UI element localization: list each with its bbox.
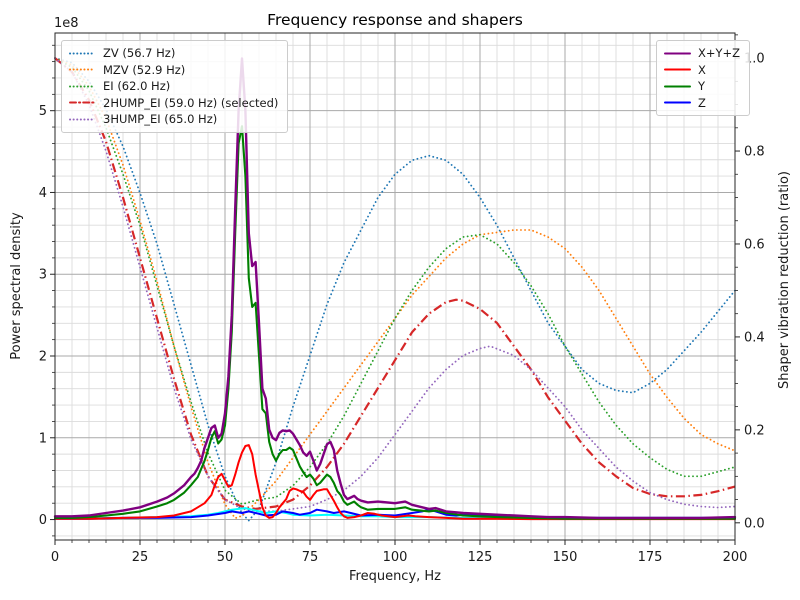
x-tick-label: 150 [553, 550, 578, 565]
y-left-tick-label: 1 [39, 431, 47, 446]
y-left-axis-label: Power spectral density [9, 212, 24, 360]
legend-line-swatch [69, 85, 96, 88]
legend-item-X+Y+Z: X+Y+Z [664, 45, 740, 62]
y-right-tick-label: 0.6 [744, 237, 765, 252]
legend-line-swatch [69, 68, 96, 71]
series-lines [53, 57, 737, 522]
legend-line-swatch [69, 101, 96, 104]
y-right-tick-label: 0.0 [744, 516, 765, 531]
series-MZV [54, 57, 736, 520]
legend-item-Y: Y [664, 78, 740, 95]
chart-title: Frequency response and shapers [267, 11, 523, 29]
y-left-tick-label: 4 [39, 186, 47, 201]
y-right-tick-label: 0.2 [744, 423, 765, 438]
x-tick-label: 75 [302, 550, 319, 565]
series-X+Y+Z [53, 57, 737, 520]
series-Y [53, 125, 737, 520]
legend-label: X+Y+Z [698, 46, 741, 61]
series-EI [54, 57, 736, 506]
y-left-tick-label: 5 [39, 104, 47, 119]
legend-label: 2HUMP_EI (59.0 Hz) (selected) [103, 95, 279, 110]
series-2HUMP_EI [54, 57, 736, 510]
legend-label: 3HUMP_EI (65.0 Hz) [103, 112, 218, 127]
legend-label: Z [698, 95, 706, 110]
y-left-offset-label: 1e8 [54, 16, 79, 31]
legend-label: ZV (56.7 Hz) [103, 46, 176, 61]
axis-tick-labels: 0 25 50 75 100 125 150 175 200 0 1 2 3 4 5 0.0 0.2 0.4 0.6… [39, 52, 765, 565]
legend-label: MZV (52.9 Hz) [103, 62, 186, 77]
legend-label: Y [698, 79, 706, 94]
legend-item-3HUMP_EI: 3HUMP_EI (65.0 Hz) [69, 111, 278, 128]
x-tick-label: 50 [217, 550, 234, 565]
series-ZV [54, 57, 736, 522]
legend-line-swatch [69, 118, 96, 121]
x-tick-label: 100 [383, 550, 408, 565]
legend-line-swatch [664, 101, 691, 104]
legend-item-ZV: ZV (56.7 Hz) [69, 45, 278, 62]
y-left-tick-label: 2 [39, 350, 47, 365]
legend-item-2HUMP_EI: 2HUMP_EI (59.0 Hz) (selected) [69, 95, 278, 112]
legend-item-MZV: MZV (52.9 Hz) [69, 62, 278, 79]
legend-label: X [698, 62, 706, 77]
y-right-tick-label: 0.8 [744, 145, 765, 160]
legend-line-swatch [664, 68, 691, 71]
series-X [54, 444, 736, 521]
legend-label: EI (62.0 Hz) [103, 79, 171, 94]
legend-item-EI: EI (62.0 Hz) [69, 78, 278, 95]
x-axis-label: Frequency, Hz [349, 569, 441, 584]
legend-item-X: X [664, 62, 740, 79]
x-tick-label: 0 [51, 550, 59, 565]
x-tick-label: 175 [638, 550, 663, 565]
x-tick-label: 25 [132, 550, 149, 565]
series-3HUMP_EI [54, 57, 736, 513]
y-right-axis-label: Shaper vibration reduction (ratio) [777, 171, 792, 389]
psd-legend: X+Y+Z X Y Z [656, 40, 751, 116]
legend-line-swatch [69, 52, 96, 55]
y-right-tick-label: 0.4 [744, 330, 765, 345]
y-left-tick-label: 0 [39, 513, 47, 528]
shaper-legend: ZV (56.7 Hz) MZV (52.9 Hz) EI (62.0 Hz) 2HU… [61, 40, 289, 133]
legend-line-swatch [664, 85, 691, 88]
x-tick-label: 125 [468, 550, 493, 565]
x-tick-label: 200 [723, 550, 748, 565]
legend-item-Z: Z [664, 95, 740, 112]
y-left-tick-label: 3 [39, 268, 47, 283]
axis-ticks [50, 34, 740, 545]
legend-line-swatch [664, 52, 691, 55]
